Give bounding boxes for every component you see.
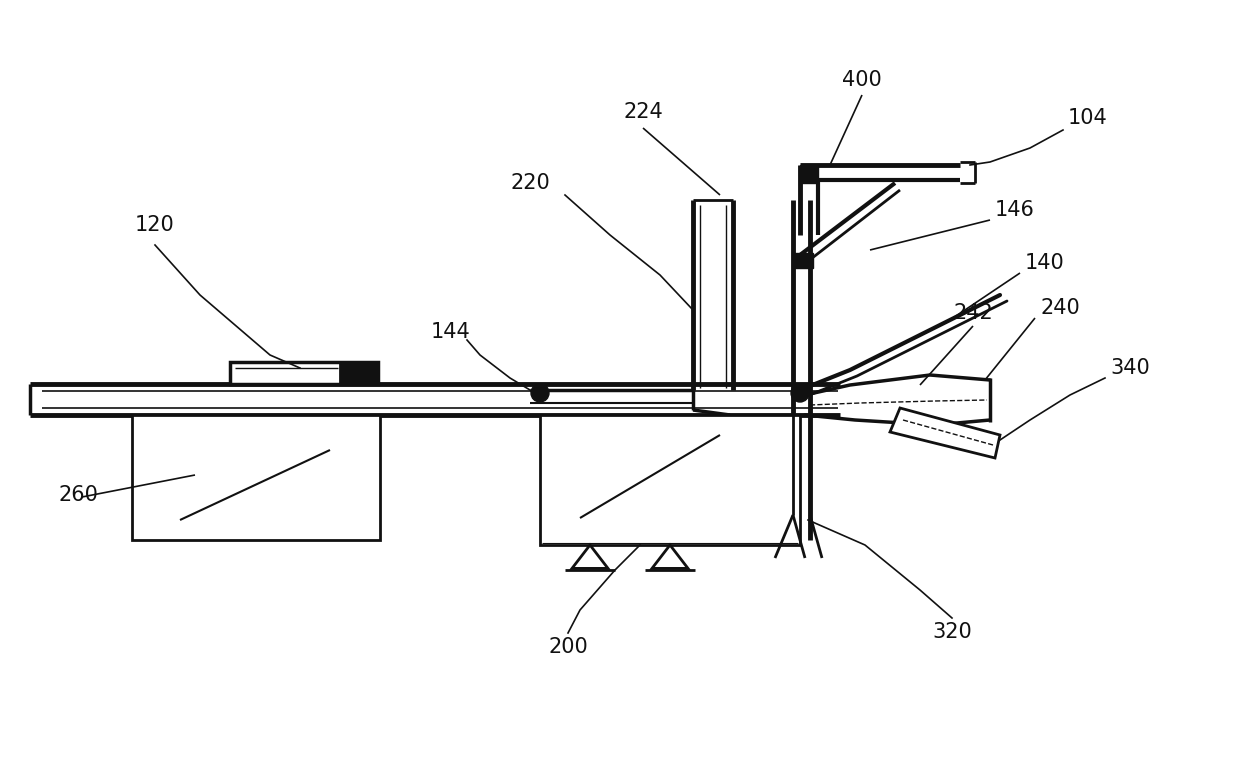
Text: 320: 320	[932, 622, 972, 642]
Text: 200: 200	[548, 637, 588, 657]
Text: 220: 220	[510, 173, 549, 193]
Polygon shape	[652, 545, 688, 568]
Polygon shape	[131, 415, 379, 540]
Text: 104: 104	[1068, 108, 1107, 128]
Text: 140: 140	[1025, 253, 1065, 273]
Text: 340: 340	[1110, 358, 1149, 378]
Text: 144: 144	[430, 322, 470, 342]
Polygon shape	[800, 165, 818, 183]
Circle shape	[791, 384, 808, 402]
Polygon shape	[890, 408, 999, 458]
Text: 400: 400	[842, 70, 882, 90]
Text: 224: 224	[624, 102, 663, 122]
Polygon shape	[539, 415, 800, 545]
Polygon shape	[340, 362, 378, 384]
Text: 260: 260	[58, 485, 98, 505]
Text: 242: 242	[954, 303, 993, 323]
Circle shape	[531, 384, 549, 402]
Polygon shape	[572, 545, 608, 568]
Polygon shape	[229, 362, 378, 384]
Text: 146: 146	[994, 200, 1035, 220]
Text: 120: 120	[135, 215, 175, 235]
Polygon shape	[795, 253, 813, 268]
Text: 240: 240	[1040, 298, 1080, 318]
